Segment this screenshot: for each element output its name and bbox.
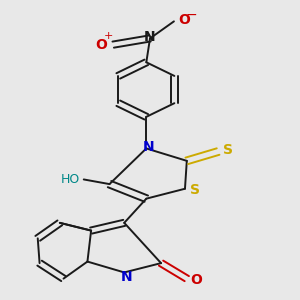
Text: HO: HO xyxy=(61,173,80,186)
Text: N: N xyxy=(120,270,132,284)
Text: +: + xyxy=(103,31,113,41)
Text: S: S xyxy=(223,143,233,157)
Text: O: O xyxy=(178,13,190,27)
Text: −: − xyxy=(185,8,197,22)
Text: N: N xyxy=(142,140,154,154)
Text: N: N xyxy=(144,31,156,44)
Text: S: S xyxy=(190,183,200,197)
Text: O: O xyxy=(95,38,107,52)
Text: O: O xyxy=(190,273,202,286)
